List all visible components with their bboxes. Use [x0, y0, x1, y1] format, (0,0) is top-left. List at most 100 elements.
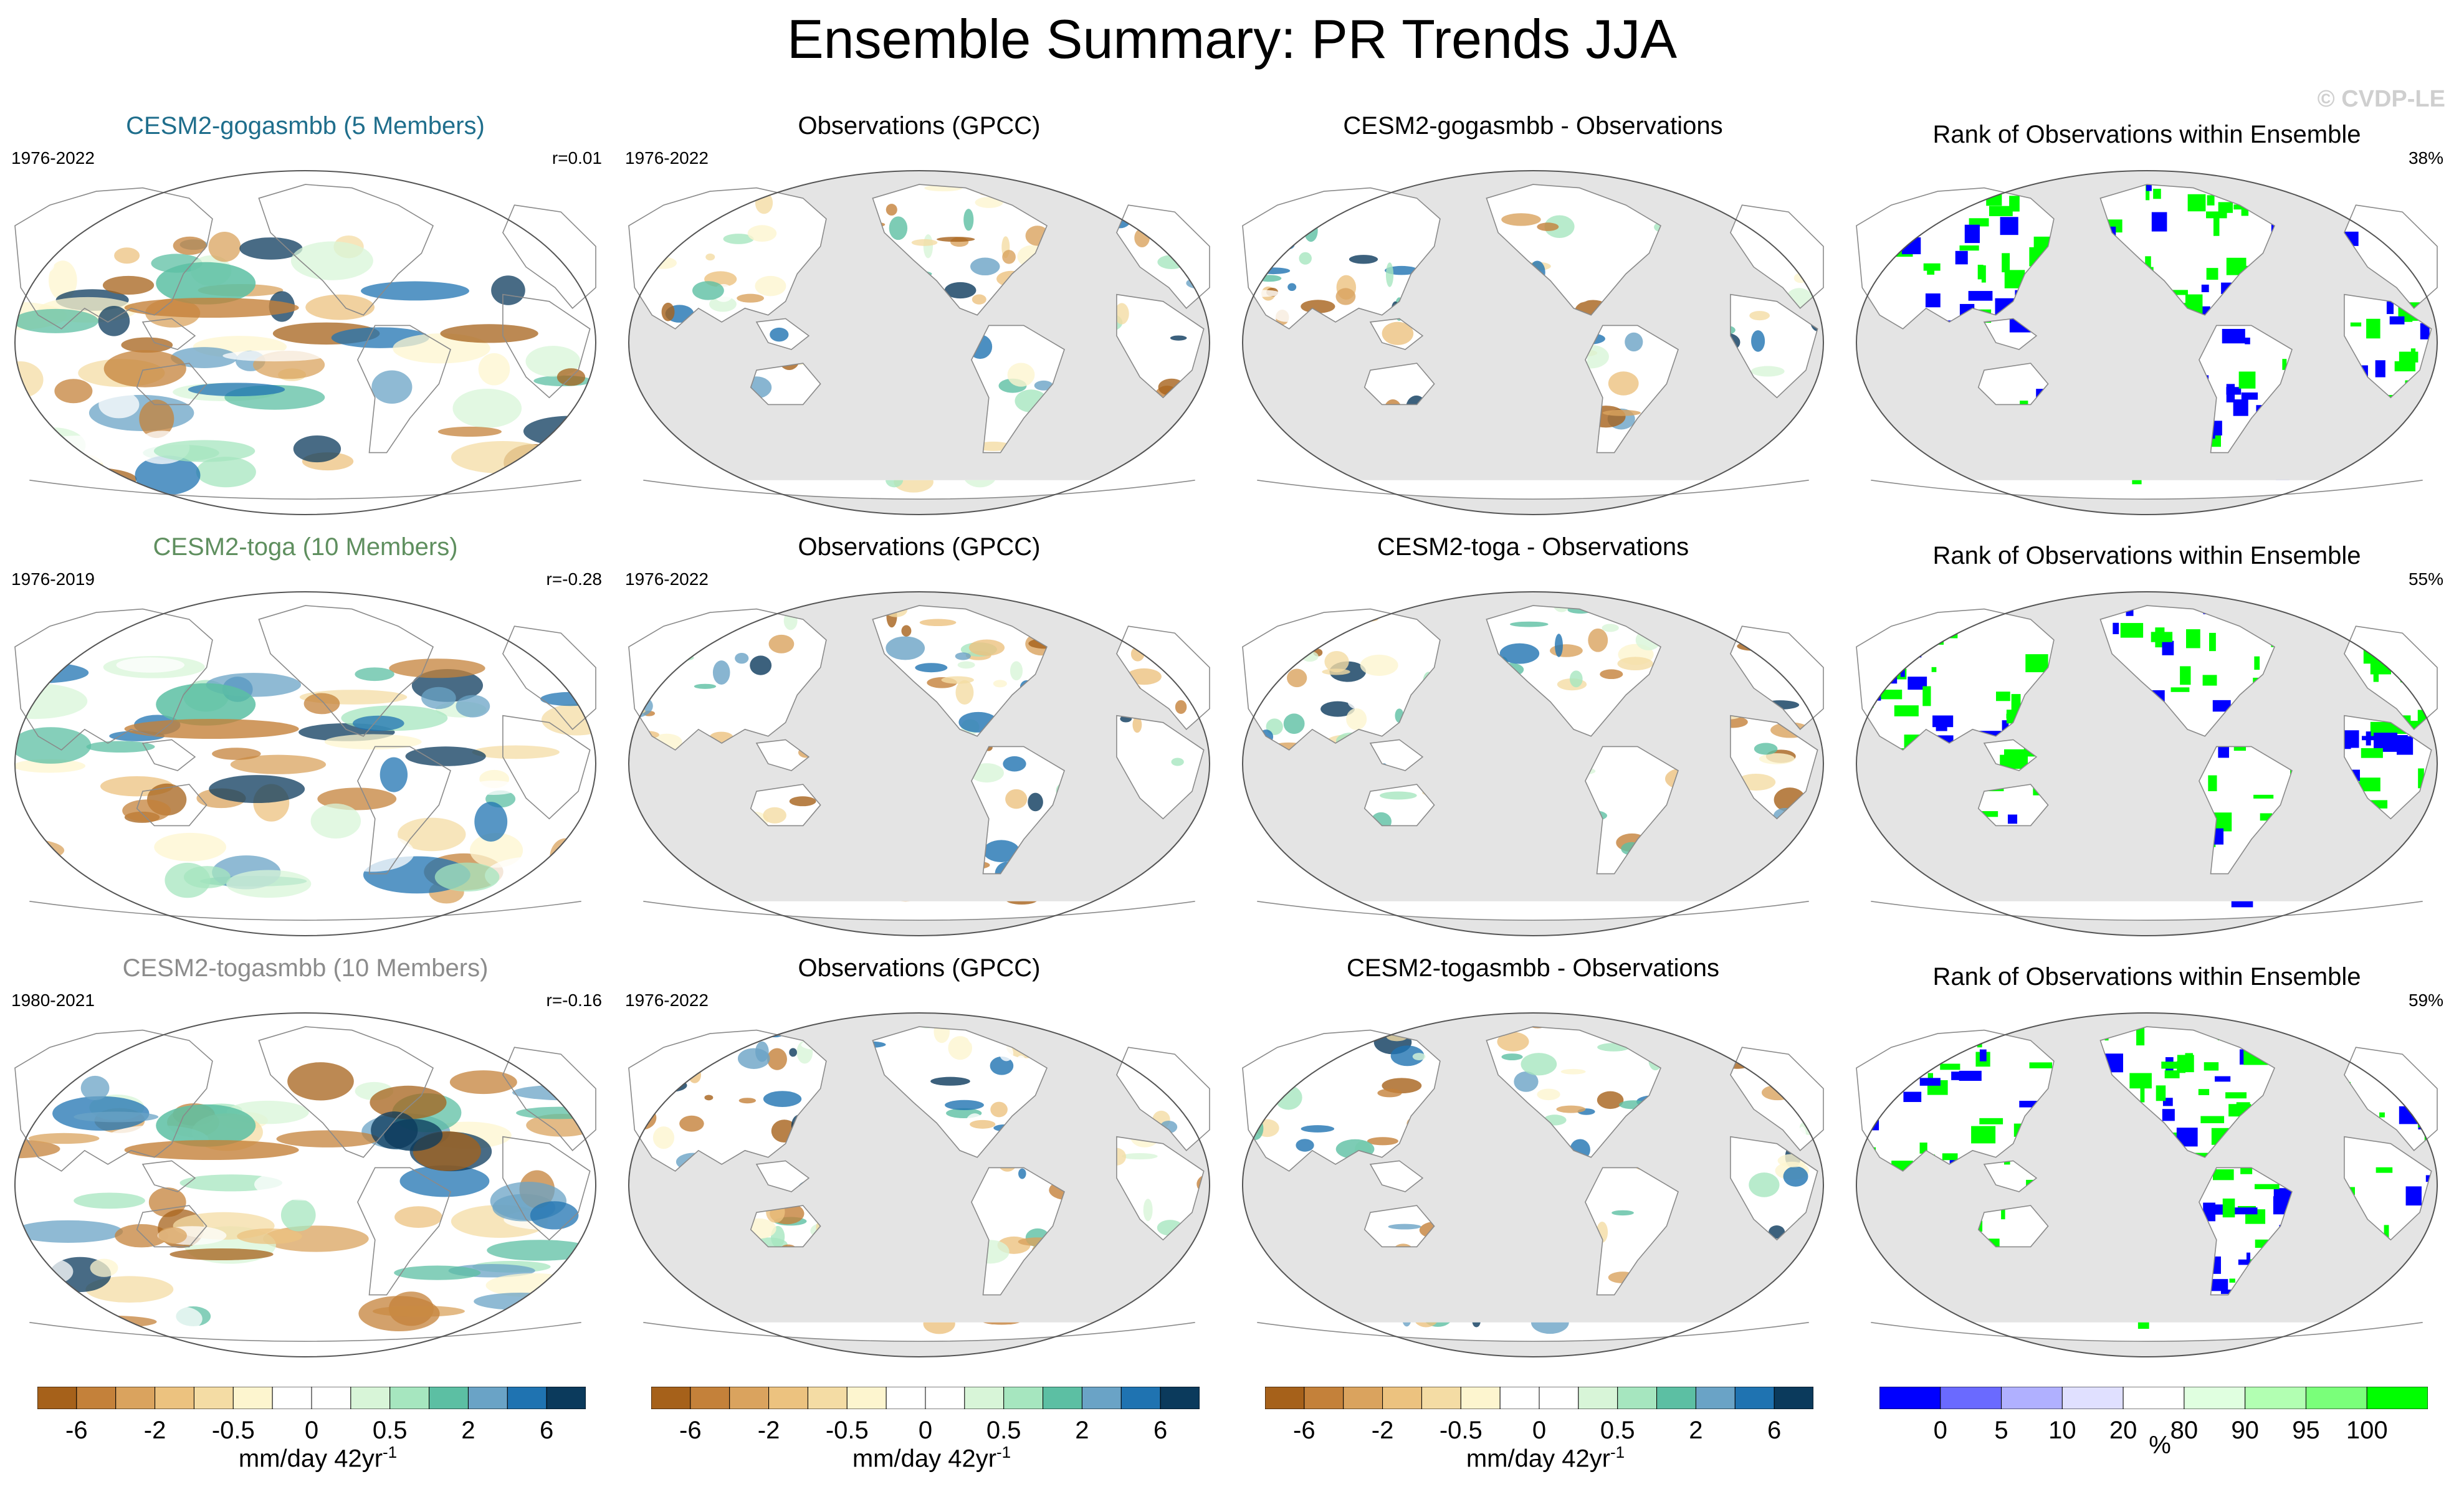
colorbar-swatch	[272, 1387, 312, 1409]
panel-title: Observations (GPCC)	[798, 112, 1041, 140]
colorbar-swatch	[2245, 1387, 2306, 1409]
colorbar-swatch	[155, 1387, 194, 1409]
colorbar-tick: 2	[1689, 1417, 1703, 1444]
colorbar-swatch	[1695, 1387, 1736, 1409]
trend-map	[628, 1012, 1210, 1357]
colorbar-swatch	[1940, 1387, 2002, 1409]
colorbar-swatch	[1499, 1387, 1540, 1409]
colorbar-tick: 0	[1532, 1417, 1547, 1444]
colorbar-swatch	[2001, 1387, 2063, 1409]
difference-map	[1242, 591, 1824, 936]
pattern-correlation: r=-0.28	[546, 569, 603, 589]
figure-title: Ensemble Summary: PR Trends JJA	[786, 8, 1678, 70]
trend-map	[14, 170, 596, 515]
panel-title: Observations (GPCC)	[798, 533, 1041, 561]
colorbar-swatches	[1265, 1387, 1813, 1409]
colorbar-tick: 80	[2170, 1417, 2199, 1444]
colorbar-tick: 2	[1075, 1417, 1089, 1444]
rank-percent: 38%	[2408, 148, 2443, 168]
trend-map	[14, 591, 596, 936]
colorbar-tick: 0	[1933, 1417, 1947, 1444]
colorbar-tick: -6	[65, 1417, 88, 1444]
colorbar-swatch	[1578, 1387, 1618, 1409]
colorbar-swatch	[37, 1387, 77, 1409]
colorbar-tick: -2	[757, 1417, 780, 1444]
colorbar-tick: 0	[304, 1417, 319, 1444]
colorbar-label: mm/day 42yr-1	[1265, 1443, 1826, 1473]
colorbar-unit: mm/day 42yr	[1466, 1445, 1611, 1473]
colorbar-swatch	[2123, 1387, 2185, 1409]
colorbar-tick: -0.5	[1439, 1417, 1483, 1444]
panel-model-row1: CESM2-gogasmbb (5 Members) 1976-2022 r=0…	[0, 112, 611, 523]
colorbar-swatch	[1343, 1387, 1383, 1409]
difference-map	[1242, 1012, 1824, 1357]
panel-title: CESM2-gogasmbb - Observations	[1343, 112, 1723, 140]
panel-title: Rank of Observations within Ensemble	[1932, 542, 2361, 569]
colorbar-swatch	[1656, 1387, 1696, 1409]
panel-years: 1976-2022	[625, 148, 709, 168]
rank-map	[1856, 1012, 2438, 1357]
panel-diff-row1: CESM2-gogasmbb - Observations	[1228, 112, 1838, 523]
colorbar-diff: -6 -2 -0.5 0 0.5 2 6 mm/day 42yr-1	[1265, 1387, 1826, 1472]
colorbar-swatch	[964, 1387, 1005, 1409]
colorbar-rank: 0 5 10 20 80 90 95 100 %	[1879, 1387, 2440, 1459]
colorbar-label: %	[1879, 1432, 2440, 1460]
colorbar-swatch	[2061, 1387, 2124, 1409]
colorbar-swatch	[690, 1387, 730, 1409]
panel-years: 1980-2021	[11, 991, 95, 1010]
colorbar-swatch	[232, 1387, 273, 1409]
rank-percent: 59%	[2408, 991, 2443, 1010]
colorbar-model: -6 -2 -0.5 0 0.5 2 6 mm/day 42yr-1	[37, 1387, 598, 1472]
panel-title: CESM2-togasmbb (10 Members)	[122, 954, 489, 982]
colorbar-swatch	[2184, 1387, 2246, 1409]
panel-obs-row2: Observations (GPCC) 1976-2022	[614, 533, 1225, 944]
colorbar-tick: 6	[1153, 1417, 1168, 1444]
colorbar-tick: 0.5	[986, 1417, 1021, 1444]
colorbar-swatch	[768, 1387, 808, 1409]
colorbar-unit-exponent: -1	[383, 1443, 398, 1461]
panel-diff-row2: CESM2-toga - Observations	[1228, 533, 1838, 944]
colorbar-unit: %	[2149, 1432, 2171, 1459]
colorbar-swatch	[729, 1387, 770, 1409]
panel-years: 1976-2022	[625, 569, 709, 589]
colorbar-tick: 10	[2048, 1417, 2076, 1444]
colorbar-swatch	[846, 1387, 887, 1409]
panel-rank-row2: Rank of Observations within Ensemble 55%	[1841, 533, 2452, 944]
colorbar-swatch	[1879, 1387, 1941, 1409]
colorbar-swatch	[1382, 1387, 1422, 1409]
watermark: © CVDP-LE	[2317, 86, 2445, 112]
colorbar-swatch	[1081, 1387, 1122, 1409]
colorbar-obs: -6 -2 -0.5 0 0.5 2 6 mm/day 42yr-1	[651, 1387, 1212, 1472]
colorbar-swatch	[389, 1387, 430, 1409]
colorbar-tick: 20	[2109, 1417, 2137, 1444]
panel-years: 1976-2019	[11, 569, 95, 589]
colorbar-swatch	[115, 1387, 156, 1409]
panel-title: CESM2-toga (10 Members)	[153, 533, 458, 561]
trend-map	[628, 591, 1210, 936]
colorbar-swatch	[1043, 1387, 1082, 1409]
colorbar-swatch	[1734, 1387, 1775, 1409]
colorbar-unit-exponent: -1	[996, 1443, 1011, 1461]
panel-title: Rank of Observations within Ensemble	[1932, 963, 2361, 991]
colorbar-tick: -0.5	[825, 1417, 869, 1444]
colorbar-unit-exponent: -1	[1610, 1443, 1625, 1461]
colorbar-swatch	[1003, 1387, 1044, 1409]
colorbar-tick: 6	[540, 1417, 554, 1444]
panel-title: Observations (GPCC)	[798, 954, 1041, 982]
rank-percent: 55%	[2408, 569, 2443, 589]
colorbar-swatches	[1879, 1387, 2428, 1409]
panel-model-row3: CESM2-togasmbb (10 Members) 1980-2021 r=…	[0, 954, 611, 1366]
colorbar-tick: -2	[1371, 1417, 1394, 1444]
colorbar-swatch	[1421, 1387, 1461, 1409]
colorbar-tick: 0	[918, 1417, 933, 1444]
colorbar-swatch	[546, 1387, 586, 1409]
colorbar-swatch	[1304, 1387, 1344, 1409]
colorbar-unit: mm/day 42yr	[238, 1445, 383, 1473]
colorbar-tick: 0.5	[372, 1417, 408, 1444]
colorbar-tick: 95	[2292, 1417, 2320, 1444]
colorbar-swatch	[651, 1387, 691, 1409]
colorbar-label: mm/day 42yr-1	[37, 1443, 598, 1473]
colorbar-tick: 5	[1994, 1417, 2008, 1444]
difference-map	[1242, 170, 1824, 515]
colorbar-swatch	[1539, 1387, 1579, 1409]
